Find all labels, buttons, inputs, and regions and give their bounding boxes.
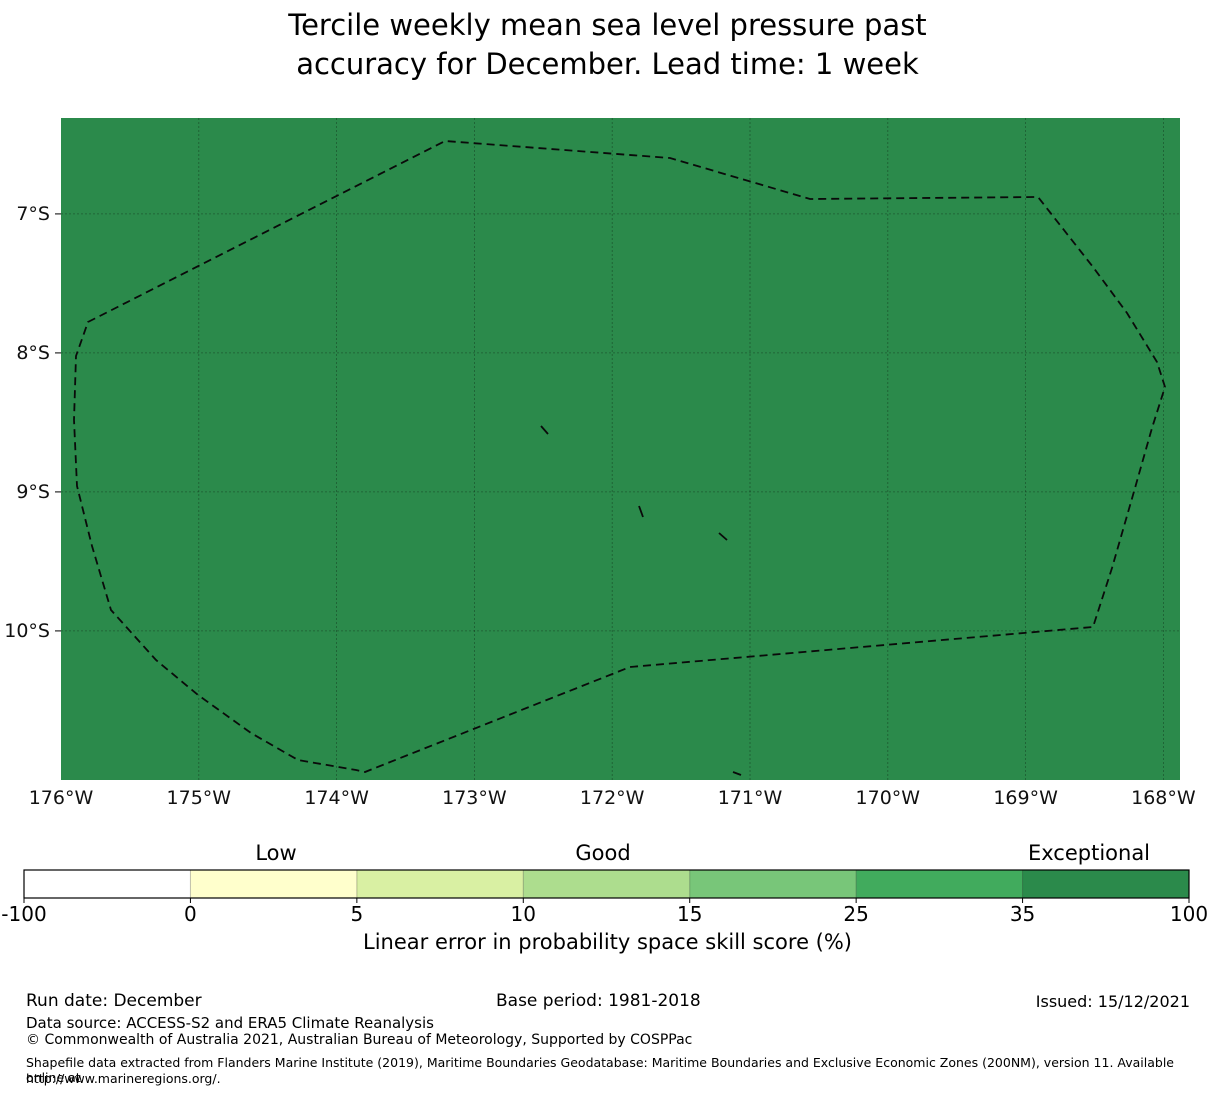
y-tick-label: 9°S [16,480,50,503]
colorbar-tick-label: 15 [676,902,703,926]
colorbar [23,869,1190,903]
copyright-text: © Commonwealth of Australia 2021, Austra… [26,1032,693,1048]
island-mark [638,505,644,518]
x-tick-label: 175°W [166,787,232,809]
map-plot-area [55,118,1180,780]
y-tick-label: 7°S [16,202,50,225]
x-tick-label: 171°W [717,787,783,809]
map-and-colorbar-canvas [23,118,1190,903]
x-tick-label: 169°W [993,787,1058,809]
issued-date-text: Issued: 15/12/2021 [1035,992,1190,1011]
colorbar-tick-label: 25 [843,902,869,926]
shapefile-attribution-line-1: Shapefile data extracted from Flanders M… [26,1055,1174,1085]
colorbar-segment [356,870,524,898]
eez-region-fill [61,118,1180,780]
y-tick-label: 8°S [16,341,50,364]
colorbar-category-good: Good [575,841,631,865]
colorbar-tick-label: 35 [1009,902,1036,926]
island-mark [732,771,742,776]
data-source-text: Data source: ACCESS-S2 and ERA5 Climate … [26,1014,434,1032]
colorbar-segment [856,870,1023,898]
colorbar-tick-label: 100 [1169,902,1209,926]
colorbar-caption: Linear error in probability space skill … [363,930,852,954]
base-period-text: Base period: 1981-2018 [496,991,701,1011]
colorbar-tick-label: 10 [510,902,536,926]
colorbar-segment [1022,870,1189,898]
run-date-text: Run date: December [26,991,202,1011]
x-tick-label: 170°W [855,787,921,809]
colorbar-tick-label: -100 [1,902,47,926]
colorbar-tick-label: 0 [184,902,197,926]
shapefile-attribution-url: http://www.marineregions.org/. [26,1071,221,1086]
colorbar-segment [190,870,357,898]
colorbar-segment [24,870,191,898]
x-tick-label: 172°W [579,787,645,809]
chart-title: Tercile weekly mean sea level pressure p… [0,6,1215,84]
chart-title-line-2: accuracy for December. Lead time: 1 week [296,47,919,81]
x-tick-label: 174°W [304,787,369,809]
colorbar-category-exceptional: Exceptional [1027,841,1151,865]
colorbar-segment [523,870,690,898]
x-tick-label: 168°W [1131,787,1196,809]
island-mark [540,425,549,435]
colorbar-segment [689,870,857,898]
colorbar-outline [23,869,1190,899]
x-tick-label: 176°W [28,787,94,809]
island-mark [718,532,728,541]
chart-title-line-1: Tercile weekly mean sea level pressure p… [288,8,927,42]
y-tick-label: 10°S [4,619,50,642]
colorbar-category-low: Low [255,841,297,865]
eez-boundary-dashed-line [73,140,1166,773]
colorbar-tick-label: 5 [350,902,364,926]
x-tick-label: 173°W [442,787,507,809]
